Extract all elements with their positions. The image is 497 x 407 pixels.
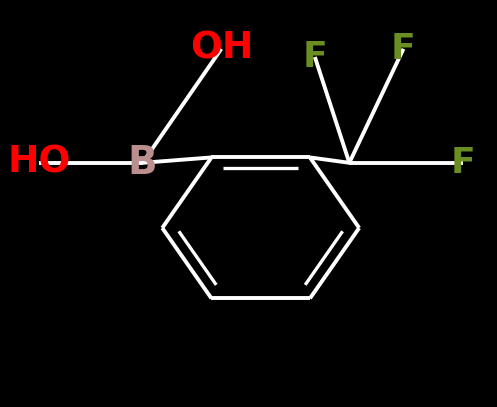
Text: OH: OH — [190, 31, 253, 67]
Text: B: B — [128, 144, 158, 182]
Text: HO: HO — [7, 145, 71, 181]
Text: F: F — [391, 32, 416, 66]
Text: F: F — [450, 146, 475, 180]
Text: F: F — [303, 40, 327, 74]
